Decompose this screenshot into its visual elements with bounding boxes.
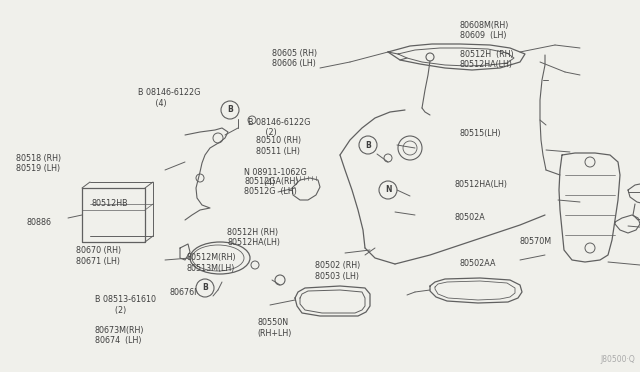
Text: 80676M: 80676M: [170, 288, 202, 296]
Text: B: B: [202, 283, 208, 292]
Circle shape: [585, 157, 595, 167]
Circle shape: [196, 279, 214, 297]
Circle shape: [426, 53, 434, 61]
Text: B: B: [365, 141, 371, 150]
Text: 80512HA(LH): 80512HA(LH): [454, 180, 508, 189]
Text: 80502AA: 80502AA: [460, 259, 496, 268]
Text: 80512GA(RH)
80512G  (LH): 80512GA(RH) 80512G (LH): [244, 177, 299, 196]
Text: J80500·Q: J80500·Q: [600, 355, 635, 364]
Ellipse shape: [190, 242, 250, 274]
Circle shape: [384, 154, 392, 162]
Text: 80608M(RH)
80609  (LH): 80608M(RH) 80609 (LH): [460, 21, 509, 40]
Circle shape: [585, 243, 595, 253]
Text: B 08146-6122G
       (2): B 08146-6122G (2): [248, 118, 310, 137]
Text: B: B: [227, 106, 233, 115]
Text: 80570M: 80570M: [520, 237, 552, 246]
Text: 80673M(RH)
80674  (LH): 80673M(RH) 80674 (LH): [95, 326, 144, 345]
Circle shape: [251, 261, 259, 269]
Circle shape: [196, 174, 204, 182]
Text: 80518 (RH)
80519 (LH): 80518 (RH) 80519 (LH): [16, 154, 61, 173]
Circle shape: [398, 136, 422, 160]
Text: 80515(LH): 80515(LH): [460, 129, 501, 138]
Circle shape: [248, 116, 256, 124]
Text: N 08911-1062G
        (4): N 08911-1062G (4): [244, 168, 307, 187]
Text: 80502A: 80502A: [454, 213, 485, 222]
Text: 80510 (RH)
80511 (LH): 80510 (RH) 80511 (LH): [256, 137, 301, 156]
Circle shape: [213, 133, 223, 143]
Circle shape: [359, 136, 377, 154]
Text: 80512H  (RH)
80512HA(LH): 80512H (RH) 80512HA(LH): [460, 50, 513, 69]
Text: 80886: 80886: [27, 218, 52, 227]
Text: N: N: [385, 186, 391, 195]
Text: 80512HB: 80512HB: [92, 199, 128, 208]
Text: 80512H (RH)
80512HA(LH): 80512H (RH) 80512HA(LH): [227, 228, 280, 247]
Text: B 08513-61610
        (2): B 08513-61610 (2): [95, 295, 156, 315]
Text: 80512M(RH)
80513M(LH): 80512M(RH) 80513M(LH): [187, 253, 237, 273]
Circle shape: [221, 101, 239, 119]
Circle shape: [379, 181, 397, 199]
Circle shape: [403, 141, 417, 155]
Ellipse shape: [192, 245, 244, 271]
Text: B 08146-6122G
       (4): B 08146-6122G (4): [138, 88, 200, 108]
Text: 80670 (RH)
80671 (LH): 80670 (RH) 80671 (LH): [76, 246, 121, 266]
Text: 80502 (RH)
80503 (LH): 80502 (RH) 80503 (LH): [315, 261, 360, 280]
Text: 80605 (RH)
80606 (LH): 80605 (RH) 80606 (LH): [272, 49, 317, 68]
Text: 80550N
(RH+LH): 80550N (RH+LH): [257, 318, 292, 338]
Circle shape: [275, 275, 285, 285]
